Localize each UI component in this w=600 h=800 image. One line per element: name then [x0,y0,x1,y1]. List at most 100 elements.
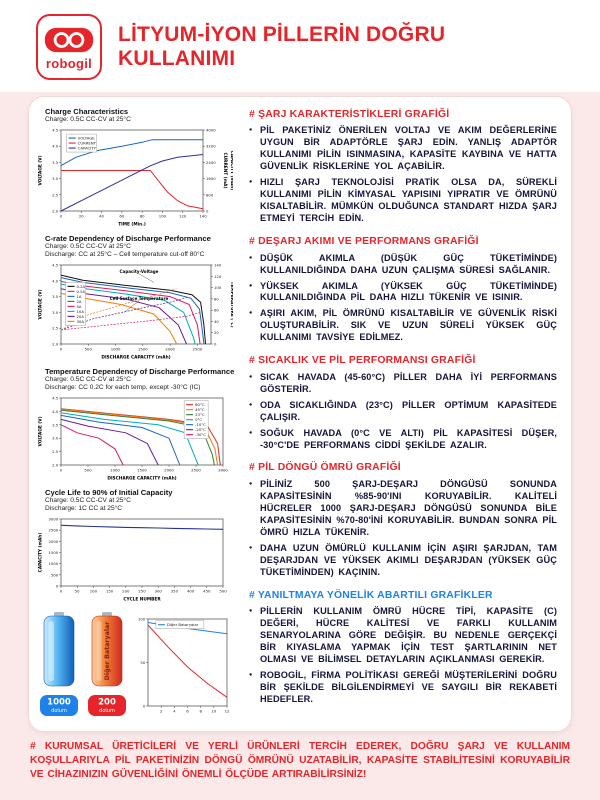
svg-text:3.0: 3.0 [52,435,59,440]
svg-text:4.0: 4.0 [52,143,59,148]
svg-text:23°C: 23°C [195,412,205,417]
svg-text:2.0: 2.0 [52,462,59,467]
svg-text:150: 150 [106,588,114,593]
bullet-list: PİLLERİN KULLANIM ÖMRÜ HÜCRE TİPİ, KAPAS… [249,606,557,706]
svg-text:1000: 1000 [49,561,59,566]
svg-text:0: 0 [60,213,63,218]
svg-text:6: 6 [186,708,189,713]
svg-text:-30°C: -30°C [195,432,206,437]
footer-text: # KURUMSAL ÜRETİCİLERİ VE YERLİ ÜRÜNLERİ… [30,741,570,780]
svg-text:1A: 1A [77,294,82,299]
chart-title: Charge Characteristics [45,107,129,116]
svg-text:2.0: 2.0 [52,208,59,213]
svg-text:Capacity-Voltage: Capacity-Voltage [120,269,159,274]
svg-text:0.5A: 0.5A [77,289,86,294]
svg-text:120: 120 [179,213,187,218]
section-desarj-akimi: # DEŞARJ AKIMI VE PERFORMANS GRAFİĞİ DÜŞ… [249,236,557,344]
charts-column: Charge Characteristics Charge: 0.5C CC-C… [37,107,237,723]
svg-text:CAPACITY (mAh): CAPACITY (mAh) [229,150,233,190]
svg-text:100: 100 [214,285,222,290]
info-sections-column: # ŞARJ KARAKTERİSTİKLERİ GRAFİĞİ PİL PAK… [247,107,561,723]
bullet-item: ROBOGİL, FİRMA POLİTİKASI GEREĞİ MÜŞTERİ… [249,670,557,706]
svg-text:3.0: 3.0 [52,176,59,181]
svg-text:TEMPERATURE (°C): TEMPERATURE (°C) [229,281,233,327]
svg-text:500: 500 [84,467,92,472]
svg-text:10: 10 [211,708,216,713]
svg-text:3.0: 3.0 [52,310,59,315]
svg-text:450: 450 [203,588,211,593]
svg-text:3.5: 3.5 [52,294,59,299]
battery2-vertical-label: Diğer Bataryalar [103,620,111,680]
svg-text:40: 40 [214,319,219,324]
battery2-fill-unit: dolum [99,708,115,714]
page-header: robogil LİTYUM-İYON PİLLERİN DOĞRU KULLA… [0,0,600,92]
svg-text:2000: 2000 [164,467,174,472]
svg-text:100: 100 [159,213,167,218]
battery1-fill-unit: dolum [51,708,67,714]
svg-text:500: 500 [51,572,59,577]
svg-text:2400: 2400 [206,160,216,165]
svg-text:500: 500 [85,346,93,351]
svg-text:60: 60 [119,213,124,218]
battery1-badge [40,694,78,716]
svg-text:3000: 3000 [218,467,228,472]
bullet-item: PİLLERİN KULLANIM ÖMRÜ HÜCRE TİPİ, KAPAS… [249,606,557,666]
chart-title: Temperature Dependency of Discharge Perf… [45,366,235,376]
chart-subtitle2: Discharge: CC 0.2C for each temp. except… [45,384,201,392]
svg-text:0: 0 [206,208,209,213]
svg-text:1600: 1600 [206,176,216,181]
battery1-fill-count: 1000 [47,697,71,707]
svg-text:0.2A: 0.2A [77,284,86,289]
chart-subtitle: Charge: 0.5C CC-CV at 25°C [45,497,131,505]
bullet-item: DAHA UZUN ÖMÜRLÜ KULLANIM İÇİN AŞIRI ŞAR… [249,543,557,579]
svg-text:20: 20 [214,330,219,335]
chart-subtitle: Charge: 0.5C CC-CV at 25°C [45,116,131,124]
svg-text:5A: 5A [77,304,82,309]
bullet-item: PİLİNİZ 500 ŞARJ-DEŞARJ DÖNGÜSÜ SONUNDA … [249,479,557,539]
bullet-item: YÜKSEK AKIMLA (YÜKSEK GÜÇ TÜKETİMİNDE) K… [249,281,557,305]
content-card: Charge Characteristics Charge: 0.5C CC-C… [28,96,572,732]
svg-text:60: 60 [214,307,219,312]
svg-text:CURRENT (mA): CURRENT (mA) [222,152,228,188]
svg-text:8: 8 [199,708,202,713]
svg-text:4: 4 [173,708,176,713]
svg-text:4.0: 4.0 [52,409,59,414]
chart-title: Cycle Life to 90% of Initial Capacity [45,487,173,497]
temperature-discharge-chart: 0 500 1000 1500 2000 2500 3000 2.0 2.5 3.0 3.5 4.0 4… [38,395,229,481]
main-area: Charge Characteristics Charge: 0.5C CC-C… [0,92,600,732]
svg-text:1500: 1500 [138,346,148,351]
svg-text:1500: 1500 [49,550,59,555]
page-footer: # KURUMSAL ÜRETİCİLERİ VE YERLİ ÜRÜNLERİ… [0,732,600,781]
section-heading: # YANILTMAYA YÖNELİK ABARTILI GRAFİKLER [249,589,493,601]
svg-text:140: 140 [214,262,222,267]
svg-text:2.5: 2.5 [52,192,59,197]
battery2-badge [88,694,126,716]
svg-text:2000: 2000 [49,538,59,543]
svg-text:4000: 4000 [206,127,216,132]
charge-characteristics-chart: 0 20 40 60 80 100 120 140 2.0 2.5 3.0 3.5 4.0 4.5 0 800… [38,127,234,227]
svg-text:2.5: 2.5 [52,449,59,454]
svg-text:2A: 2A [77,299,82,304]
svg-text:3.5: 3.5 [52,422,59,427]
battery-200-cycles: Diğer Bataryalar 200 dolum [88,611,126,716]
svg-text:12: 12 [225,708,230,713]
svg-text:1000: 1000 [110,467,120,472]
battery-comparison-chart: 2 4 6 8 10 12 0 50 100 Diğer Bataryalar [138,616,230,713]
svg-text:0: 0 [60,346,63,351]
bullet-item: SOĞUK HAVADA (0°C VE ALTI) PİL KAPASİTES… [249,428,557,452]
svg-text:140: 140 [199,213,207,218]
section-sicaklik-performans: # SICAKLIK VE PİL PERFORMANSI GRAFİĞİ SI… [249,355,557,451]
svg-text:100: 100 [90,588,98,593]
svg-text:CAPACITY: CAPACITY [78,145,97,150]
chart-subtitle2: Discharge: CC at 25°C – Cell temperature… [45,251,205,259]
svg-text:0: 0 [143,703,146,708]
svg-text:400: 400 [187,588,195,593]
bullet-item: HIZLI ŞARJ TEKNOLOJİSİ PRATİK OLSA DA, S… [249,177,557,225]
bullet-item: SICAK HAVADA (45-60°C) PİLLER DAHA İYİ P… [249,372,557,396]
svg-text:100: 100 [138,616,146,621]
section-dongu-omru: # PİL DÖNGÜ ÖMRÜ GRAFİĞİ PİLİNİZ 500 ŞAR… [249,462,557,578]
svg-text:1000: 1000 [111,346,121,351]
svg-text:200: 200 [122,588,130,593]
